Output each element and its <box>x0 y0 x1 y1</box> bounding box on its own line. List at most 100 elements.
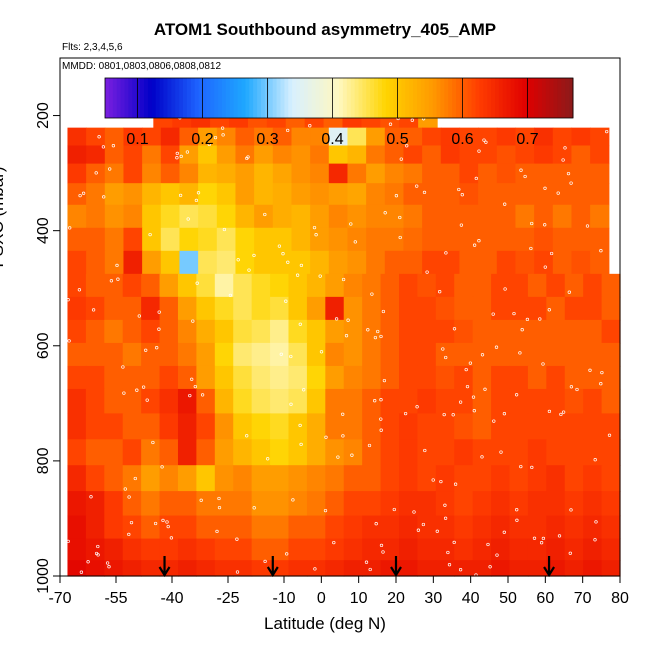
colorbar-segment <box>323 78 328 118</box>
measurement-dot <box>503 287 507 291</box>
heatmap-cell <box>67 413 87 440</box>
heatmap-cell <box>398 342 419 367</box>
measurement-dot <box>568 551 572 555</box>
measurement-dot <box>373 335 378 340</box>
heatmap-cell <box>122 388 142 414</box>
heatmap-cell <box>328 227 349 252</box>
heatmap-cell <box>380 538 400 561</box>
heatmap-cell <box>564 560 584 577</box>
heatmap-cell <box>601 273 621 298</box>
heatmap-cell <box>141 439 161 466</box>
x-tick-label: 80 <box>611 590 629 607</box>
measurement-dot <box>532 536 537 540</box>
measurement-dot <box>185 150 190 154</box>
heatmap-cell <box>141 538 161 561</box>
heatmap-cell <box>454 319 474 344</box>
colorbar-segment <box>420 78 426 118</box>
colorbar-segment <box>561 78 566 118</box>
heatmap-cell <box>122 296 142 321</box>
heatmap-cell <box>343 342 363 367</box>
heatmap-cell <box>515 204 535 229</box>
colorbar-segment <box>303 78 309 118</box>
heatmap-cell <box>564 388 584 414</box>
heatmap-cell <box>515 127 535 147</box>
heatmap-cell <box>177 413 197 440</box>
measurement-dot <box>221 133 225 137</box>
measurement-dot <box>336 455 340 459</box>
heatmap-cell <box>564 342 584 367</box>
heatmap-cell <box>527 388 547 414</box>
heatmap-cell <box>325 491 345 517</box>
heatmap-cell <box>459 204 479 229</box>
heatmap-cell <box>552 163 573 184</box>
heatmap-cell <box>67 560 87 577</box>
measurement-dot <box>585 224 590 228</box>
colorbar-segment <box>225 78 231 118</box>
heatmap-cell <box>515 163 535 184</box>
colorbar-segment <box>432 78 437 118</box>
heatmap-cell <box>491 560 511 577</box>
x-tick-label: -70 <box>48 590 71 607</box>
measurement-dot <box>194 198 199 203</box>
heatmap-cell <box>472 388 492 414</box>
heatmap-cell <box>417 465 437 492</box>
heatmap-cell <box>459 183 479 206</box>
measurement-dot <box>381 309 386 314</box>
heatmap-cell <box>214 439 234 466</box>
heatmap-cell <box>123 127 143 147</box>
heatmap-cell <box>196 319 216 344</box>
heatmap-cell <box>564 439 584 466</box>
x-tick-label: 0 <box>317 590 326 607</box>
heatmap-cell <box>104 296 124 321</box>
colorbar-segment <box>167 78 172 118</box>
colorbar-segment <box>436 78 441 118</box>
measurement-dot <box>438 290 442 294</box>
heatmap-cell <box>509 465 529 492</box>
colorbar-segment <box>428 78 434 118</box>
measurement-dot <box>376 329 380 334</box>
heatmap-cell <box>85 319 105 344</box>
heatmap-cell <box>196 465 216 492</box>
heatmap-cell <box>459 227 479 252</box>
heatmap-cell <box>288 439 308 466</box>
measurement-dot <box>127 532 131 537</box>
heatmap-cell <box>86 145 106 165</box>
colorbar-segment <box>233 78 239 118</box>
measurement-dot <box>157 327 161 331</box>
heatmap-cell <box>362 296 382 321</box>
heatmap-cell <box>564 319 584 344</box>
heatmap-cell <box>86 183 106 206</box>
measurement-dot <box>529 246 533 251</box>
colorbar-segment <box>498 78 504 118</box>
heatmap-cell <box>583 439 603 466</box>
measurement-dot <box>388 122 393 126</box>
heatmap-cell <box>272 145 293 165</box>
measurement-dot <box>423 448 427 453</box>
colorbar-segment <box>502 78 508 118</box>
heatmap-cell <box>288 365 308 390</box>
measurement-dot <box>373 399 377 403</box>
heatmap-cell <box>160 227 181 252</box>
measurement-dot <box>151 440 155 445</box>
heatmap-cell <box>564 296 584 321</box>
heatmap-cell <box>366 163 386 184</box>
heatmap-cell <box>123 163 143 184</box>
heatmap-cell <box>177 515 197 540</box>
colorbar-segment <box>144 78 149 118</box>
heatmap-cell <box>491 273 511 298</box>
heatmap-cell <box>214 319 234 344</box>
heatmap-cell <box>142 127 162 147</box>
heatmap-cell <box>122 319 142 344</box>
heatmap-cell <box>325 273 345 298</box>
measurement-dot <box>447 563 452 567</box>
measurement-dot <box>252 253 256 258</box>
heatmap-cell <box>496 145 517 165</box>
heatmap-cell <box>198 204 218 229</box>
heatmap-cell <box>398 491 419 517</box>
heatmap-cell <box>67 365 87 390</box>
heatmap-cell <box>214 365 234 390</box>
heatmap-cell <box>104 538 124 561</box>
colorbar-segment <box>565 78 570 118</box>
heatmap-cell <box>491 342 511 367</box>
measurement-dot <box>157 310 161 314</box>
